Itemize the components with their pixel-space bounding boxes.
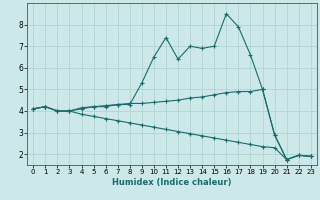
X-axis label: Humidex (Indice chaleur): Humidex (Indice chaleur)	[112, 178, 232, 187]
